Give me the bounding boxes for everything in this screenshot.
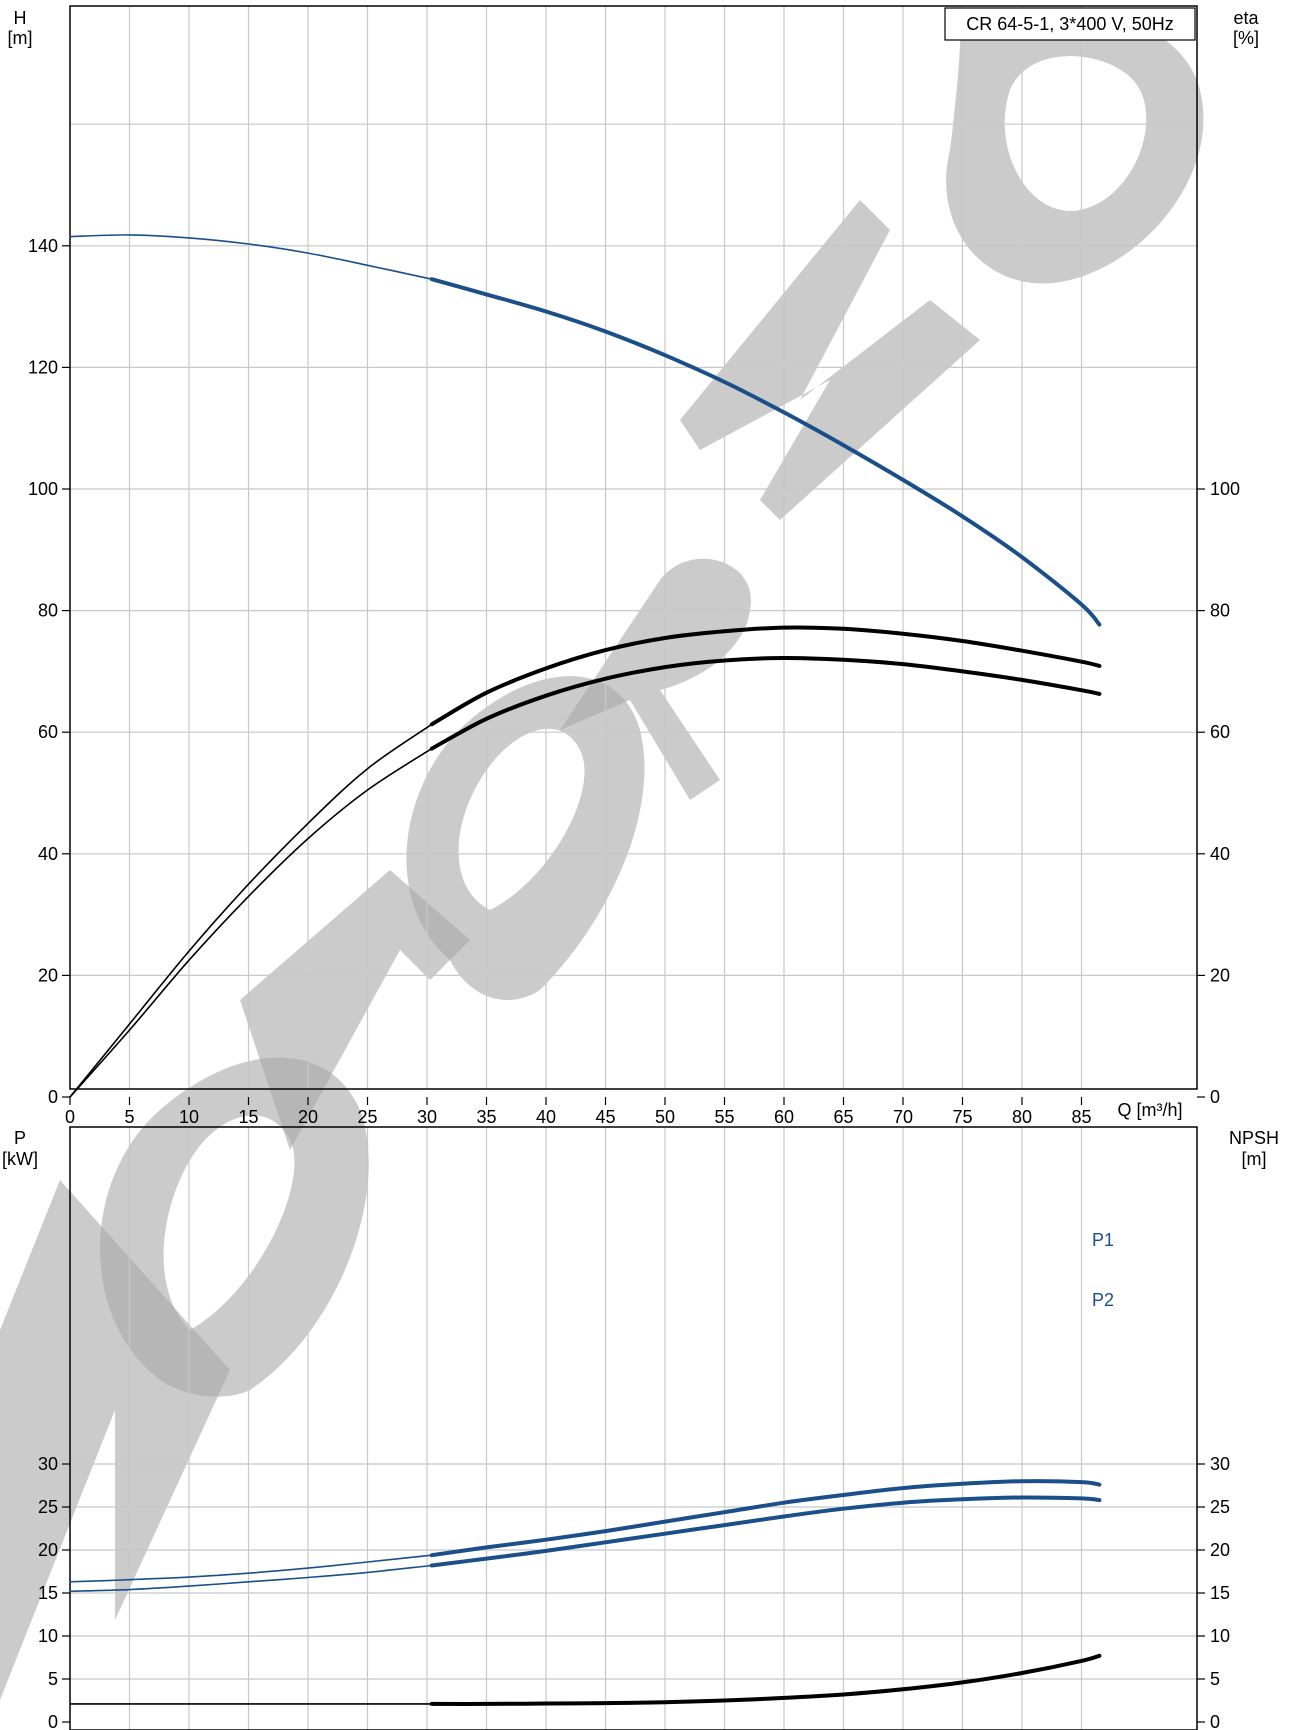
x-axis-label: Q [m³/h]	[1117, 1100, 1182, 1120]
watermark	[0, 8, 1204, 1700]
left-tick-label: 140	[28, 236, 58, 256]
curve-p1-duty	[429, 1479, 1102, 1558]
right-tick-label: 60	[1210, 722, 1230, 742]
left-tick-label: 30	[38, 1454, 58, 1474]
right-tick-label: 20	[1210, 965, 1230, 985]
top-grid	[70, 6, 1197, 1089]
x-tick-label: 70	[893, 1107, 913, 1127]
chart-title: CR 64-5-1, 3*400 V, 50Hz	[966, 14, 1173, 34]
right-tick-label: 100	[1210, 479, 1240, 499]
left-tick-label: 80	[38, 601, 58, 621]
curve-npsh-duty	[429, 1653, 1102, 1706]
x-tick-label: 65	[833, 1107, 853, 1127]
bottom-right-axis-unit: [m]	[1242, 1149, 1267, 1169]
left-tick-label: 60	[38, 722, 58, 742]
curve-p2-duty	[429, 1495, 1102, 1568]
x-tick-label: 45	[595, 1107, 615, 1127]
bottom-left-axis-label: P	[14, 1128, 26, 1148]
left-tick-label: 0	[48, 1087, 58, 1107]
left-tick-label: 5	[48, 1669, 58, 1689]
left-tick-label: 10	[38, 1626, 58, 1646]
right-tick-label: 30	[1210, 1454, 1230, 1474]
curve-h-thin	[69, 234, 433, 280]
left-tick-label: 120	[28, 357, 58, 377]
top-right-axis-unit: [%]	[1233, 28, 1259, 48]
top-left-y-ticks: 0 20 40 60 80 100 120 140	[28, 236, 70, 1107]
left-tick-label: 40	[38, 844, 58, 864]
curve-eta-thin	[69, 723, 433, 1098]
series-label-p1: P1	[1092, 1230, 1114, 1250]
right-tick-label: 10	[1210, 1626, 1230, 1646]
left-tick-label: 15	[38, 1583, 58, 1603]
curve-eta-total-thin	[69, 747, 433, 1098]
curve-eta-total-duty	[429, 655, 1102, 751]
top-plot-frame	[69, 5, 1198, 1090]
right-tick-label: 80	[1210, 601, 1230, 621]
x-tick-label: 50	[655, 1107, 675, 1127]
bottom-plot-frame	[69, 1126, 1198, 1730]
curve-h-duty	[429, 277, 1102, 627]
chart-title-box	[944, 7, 1196, 41]
x-tick-label: 40	[536, 1107, 556, 1127]
top-panel: 0 5 10 15 20 25 30 35 40 45 50 55 60 65 70 75 80 85 0 20 40…	[8, 5, 1259, 1127]
bottom-left-axis-unit: [kW]	[2, 1149, 38, 1169]
x-tick-label: 20	[298, 1107, 318, 1127]
top-x-ticks: 0 5 10 15 20 25 30 35 40 45 50 55 60 65 70 75 80 85	[65, 1097, 1092, 1127]
x-tick-label: 55	[714, 1107, 734, 1127]
x-tick-label: 75	[952, 1107, 972, 1127]
bottom-right-y-ticks: 0 5 10 15 20 25 30	[1197, 1454, 1230, 1730]
curve-p1-thin	[69, 1554, 433, 1583]
top-left-axis-unit: [m]	[8, 28, 33, 48]
bottom-grid	[70, 1127, 1197, 1730]
bottom-right-axis-label: NPSH	[1229, 1128, 1279, 1148]
top-right-axis-label: eta	[1233, 8, 1259, 28]
x-tick-label: 35	[476, 1107, 496, 1127]
x-tick-label: 30	[417, 1107, 437, 1127]
x-tick-label: 85	[1071, 1107, 1091, 1127]
top-right-y-ticks: 0 20 40 60 80 100	[1197, 479, 1240, 1107]
left-tick-label: 20	[38, 965, 58, 985]
right-tick-label: 40	[1210, 844, 1230, 864]
curve-p2-thin	[69, 1564, 433, 1593]
left-tick-label: 100	[28, 479, 58, 499]
x-tick-label: 10	[179, 1107, 199, 1127]
right-tick-label: 0	[1210, 1712, 1220, 1730]
series-label-p2: P2	[1092, 1290, 1114, 1310]
top-left-axis-label: H	[14, 8, 27, 28]
right-tick-label: 25	[1210, 1497, 1230, 1517]
x-tick-label: 15	[238, 1107, 258, 1127]
bottom-panel: 0 5 10 15 20 25 30 0 5 10 15 20 25 30 P [kW] NPSH [m…	[2, 1126, 1279, 1730]
top-curves	[69, 234, 1102, 1098]
right-tick-label: 20	[1210, 1540, 1230, 1560]
left-tick-label: 20	[38, 1540, 58, 1560]
left-tick-label: 25	[38, 1497, 58, 1517]
x-tick-label: 0	[65, 1107, 75, 1127]
x-tick-label: 5	[124, 1107, 134, 1127]
bottom-left-y-ticks: 0 5 10 15 20 25 30	[38, 1454, 70, 1730]
x-tick-label: 60	[774, 1107, 794, 1127]
right-tick-label: 5	[1210, 1669, 1220, 1689]
bottom-curves	[69, 1479, 1102, 1706]
right-tick-label: 0	[1210, 1087, 1220, 1107]
x-tick-label: 25	[357, 1107, 377, 1127]
x-tick-label: 80	[1012, 1107, 1032, 1127]
curve-eta-duty	[429, 625, 1102, 727]
right-tick-label: 15	[1210, 1583, 1230, 1603]
left-tick-label: 0	[48, 1712, 58, 1730]
